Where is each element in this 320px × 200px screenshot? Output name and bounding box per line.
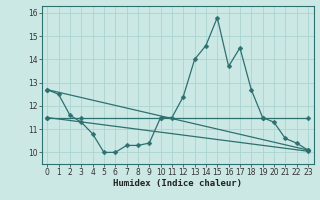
X-axis label: Humidex (Indice chaleur): Humidex (Indice chaleur): [113, 179, 242, 188]
